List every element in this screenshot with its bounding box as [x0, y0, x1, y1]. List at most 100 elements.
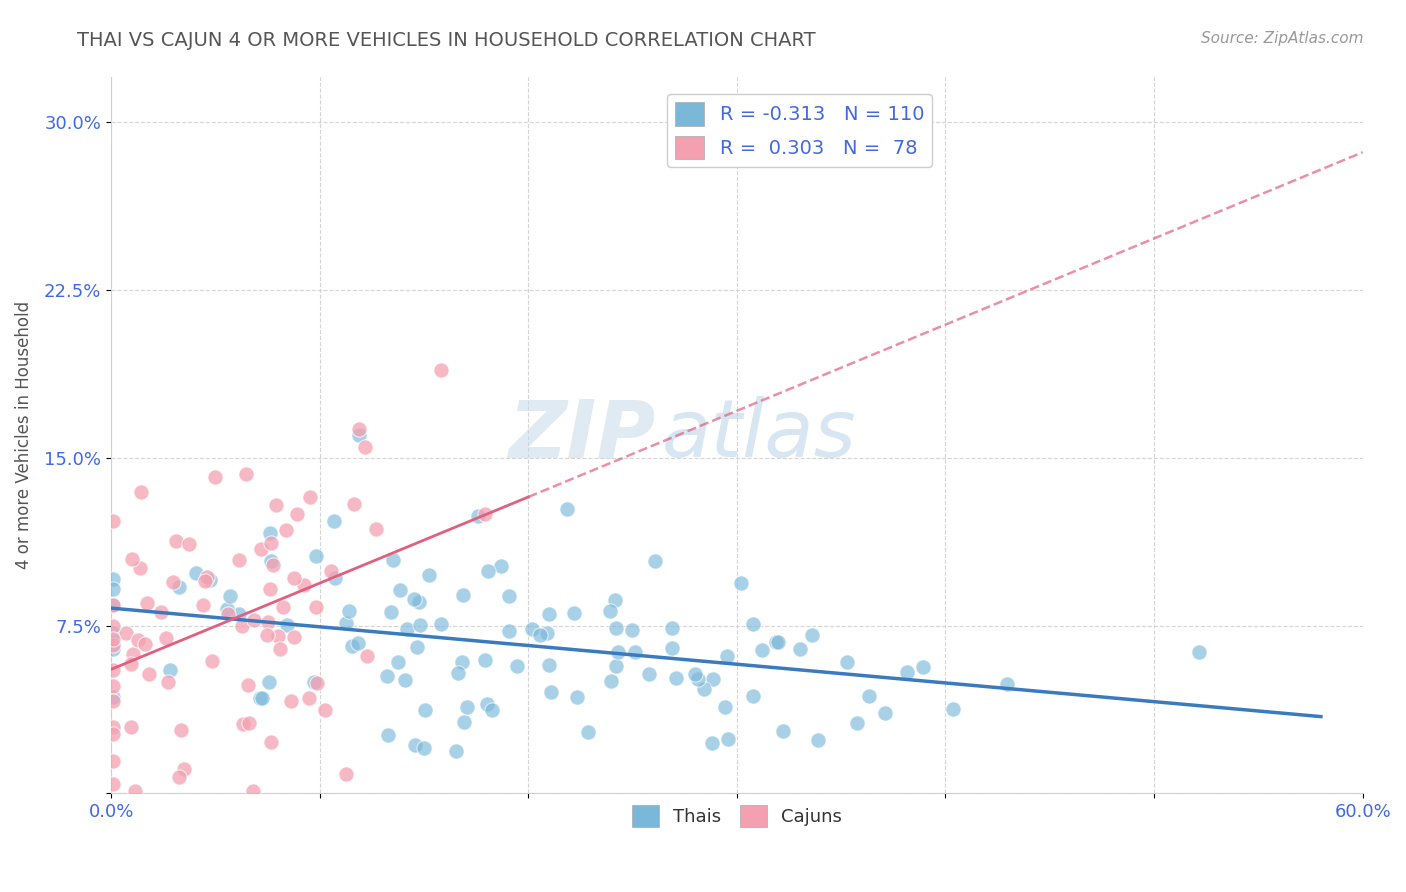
Point: [772, 724, 794, 739]
Text: THAI VS CAJUN 4 OR MORE VEHICLES IN HOUSEHOLD CORRELATION CHART: THAI VS CAJUN 4 OR MORE VEHICLES IN HOUS…: [77, 31, 815, 50]
Point: [103, 572, 125, 586]
Point: [314, 703, 336, 717]
Point: [259, 582, 281, 596]
Point: [156, 674, 179, 689]
Point: [693, 682, 716, 697]
Point: [257, 615, 280, 629]
Point: [262, 558, 284, 572]
Point: [259, 674, 281, 689]
Point: [103, 599, 125, 613]
Point: [413, 740, 436, 755]
Point: [565, 690, 588, 704]
Point: [413, 703, 436, 717]
Point: [103, 727, 125, 741]
Point: [232, 717, 254, 731]
Point: [377, 728, 399, 742]
Point: [451, 655, 474, 669]
Point: [170, 723, 193, 738]
Point: [498, 589, 520, 603]
Point: [167, 581, 190, 595]
Point: [249, 690, 271, 705]
Legend: Thais, Cajuns: Thais, Cajuns: [624, 798, 849, 834]
Point: [742, 616, 765, 631]
Point: [103, 690, 125, 704]
Point: [173, 763, 195, 777]
Point: [995, 677, 1018, 691]
Point: [702, 673, 724, 687]
Point: [536, 626, 558, 640]
Point: [228, 553, 250, 567]
Point: [103, 754, 125, 768]
Point: [564, 607, 586, 621]
Point: [103, 598, 125, 612]
Point: [103, 514, 125, 528]
Point: [238, 716, 260, 731]
Point: [323, 515, 346, 529]
Point: [911, 660, 934, 674]
Point: [298, 490, 321, 504]
Point: [256, 627, 278, 641]
Point: [325, 570, 347, 584]
Point: [409, 618, 432, 632]
Point: [120, 720, 142, 734]
Point: [215, 601, 238, 615]
Point: [578, 725, 600, 739]
Point: [274, 523, 297, 537]
Point: [121, 551, 143, 566]
Point: [387, 656, 409, 670]
Text: atlas: atlas: [662, 396, 856, 475]
Point: [260, 536, 283, 550]
Point: [620, 624, 643, 638]
Point: [283, 630, 305, 644]
Point: [235, 467, 257, 481]
Point: [138, 667, 160, 681]
Point: [605, 659, 627, 673]
Point: [896, 665, 918, 680]
Point: [599, 673, 621, 688]
Point: [337, 604, 360, 618]
Point: [124, 784, 146, 798]
Point: [404, 592, 426, 607]
Point: [717, 732, 740, 747]
Point: [404, 738, 426, 752]
Point: [555, 501, 578, 516]
Point: [665, 671, 688, 685]
Point: [129, 561, 152, 575]
Point: [340, 639, 363, 653]
Point: [685, 667, 707, 681]
Point: [217, 607, 239, 622]
Point: [444, 744, 467, 758]
Point: [700, 736, 723, 750]
Point: [114, 625, 136, 640]
Point: [408, 595, 430, 609]
Point: [269, 642, 291, 657]
Point: [520, 623, 543, 637]
Point: [335, 615, 357, 630]
Point: [607, 645, 630, 659]
Y-axis label: 4 or more Vehicles in Household: 4 or more Vehicles in Household: [15, 301, 32, 569]
Point: [120, 657, 142, 672]
Point: [789, 641, 811, 656]
Point: [103, 663, 125, 677]
Point: [162, 575, 184, 590]
Point: [477, 564, 499, 578]
Point: [765, 635, 787, 649]
Point: [191, 598, 214, 612]
Point: [686, 672, 709, 686]
Point: [453, 588, 475, 602]
Point: [335, 767, 357, 781]
Text: Source: ZipAtlas.com: Source: ZipAtlas.com: [1201, 31, 1364, 46]
Point: [538, 607, 561, 622]
Point: [103, 720, 125, 734]
Point: [103, 777, 125, 791]
Point: [304, 599, 326, 614]
Point: [298, 690, 321, 705]
Text: ZIP: ZIP: [508, 396, 655, 475]
Point: [356, 648, 378, 663]
Point: [127, 632, 149, 647]
Point: [135, 596, 157, 610]
Point: [498, 624, 520, 639]
Point: [347, 427, 370, 442]
Point: [1188, 645, 1211, 659]
Point: [807, 733, 830, 747]
